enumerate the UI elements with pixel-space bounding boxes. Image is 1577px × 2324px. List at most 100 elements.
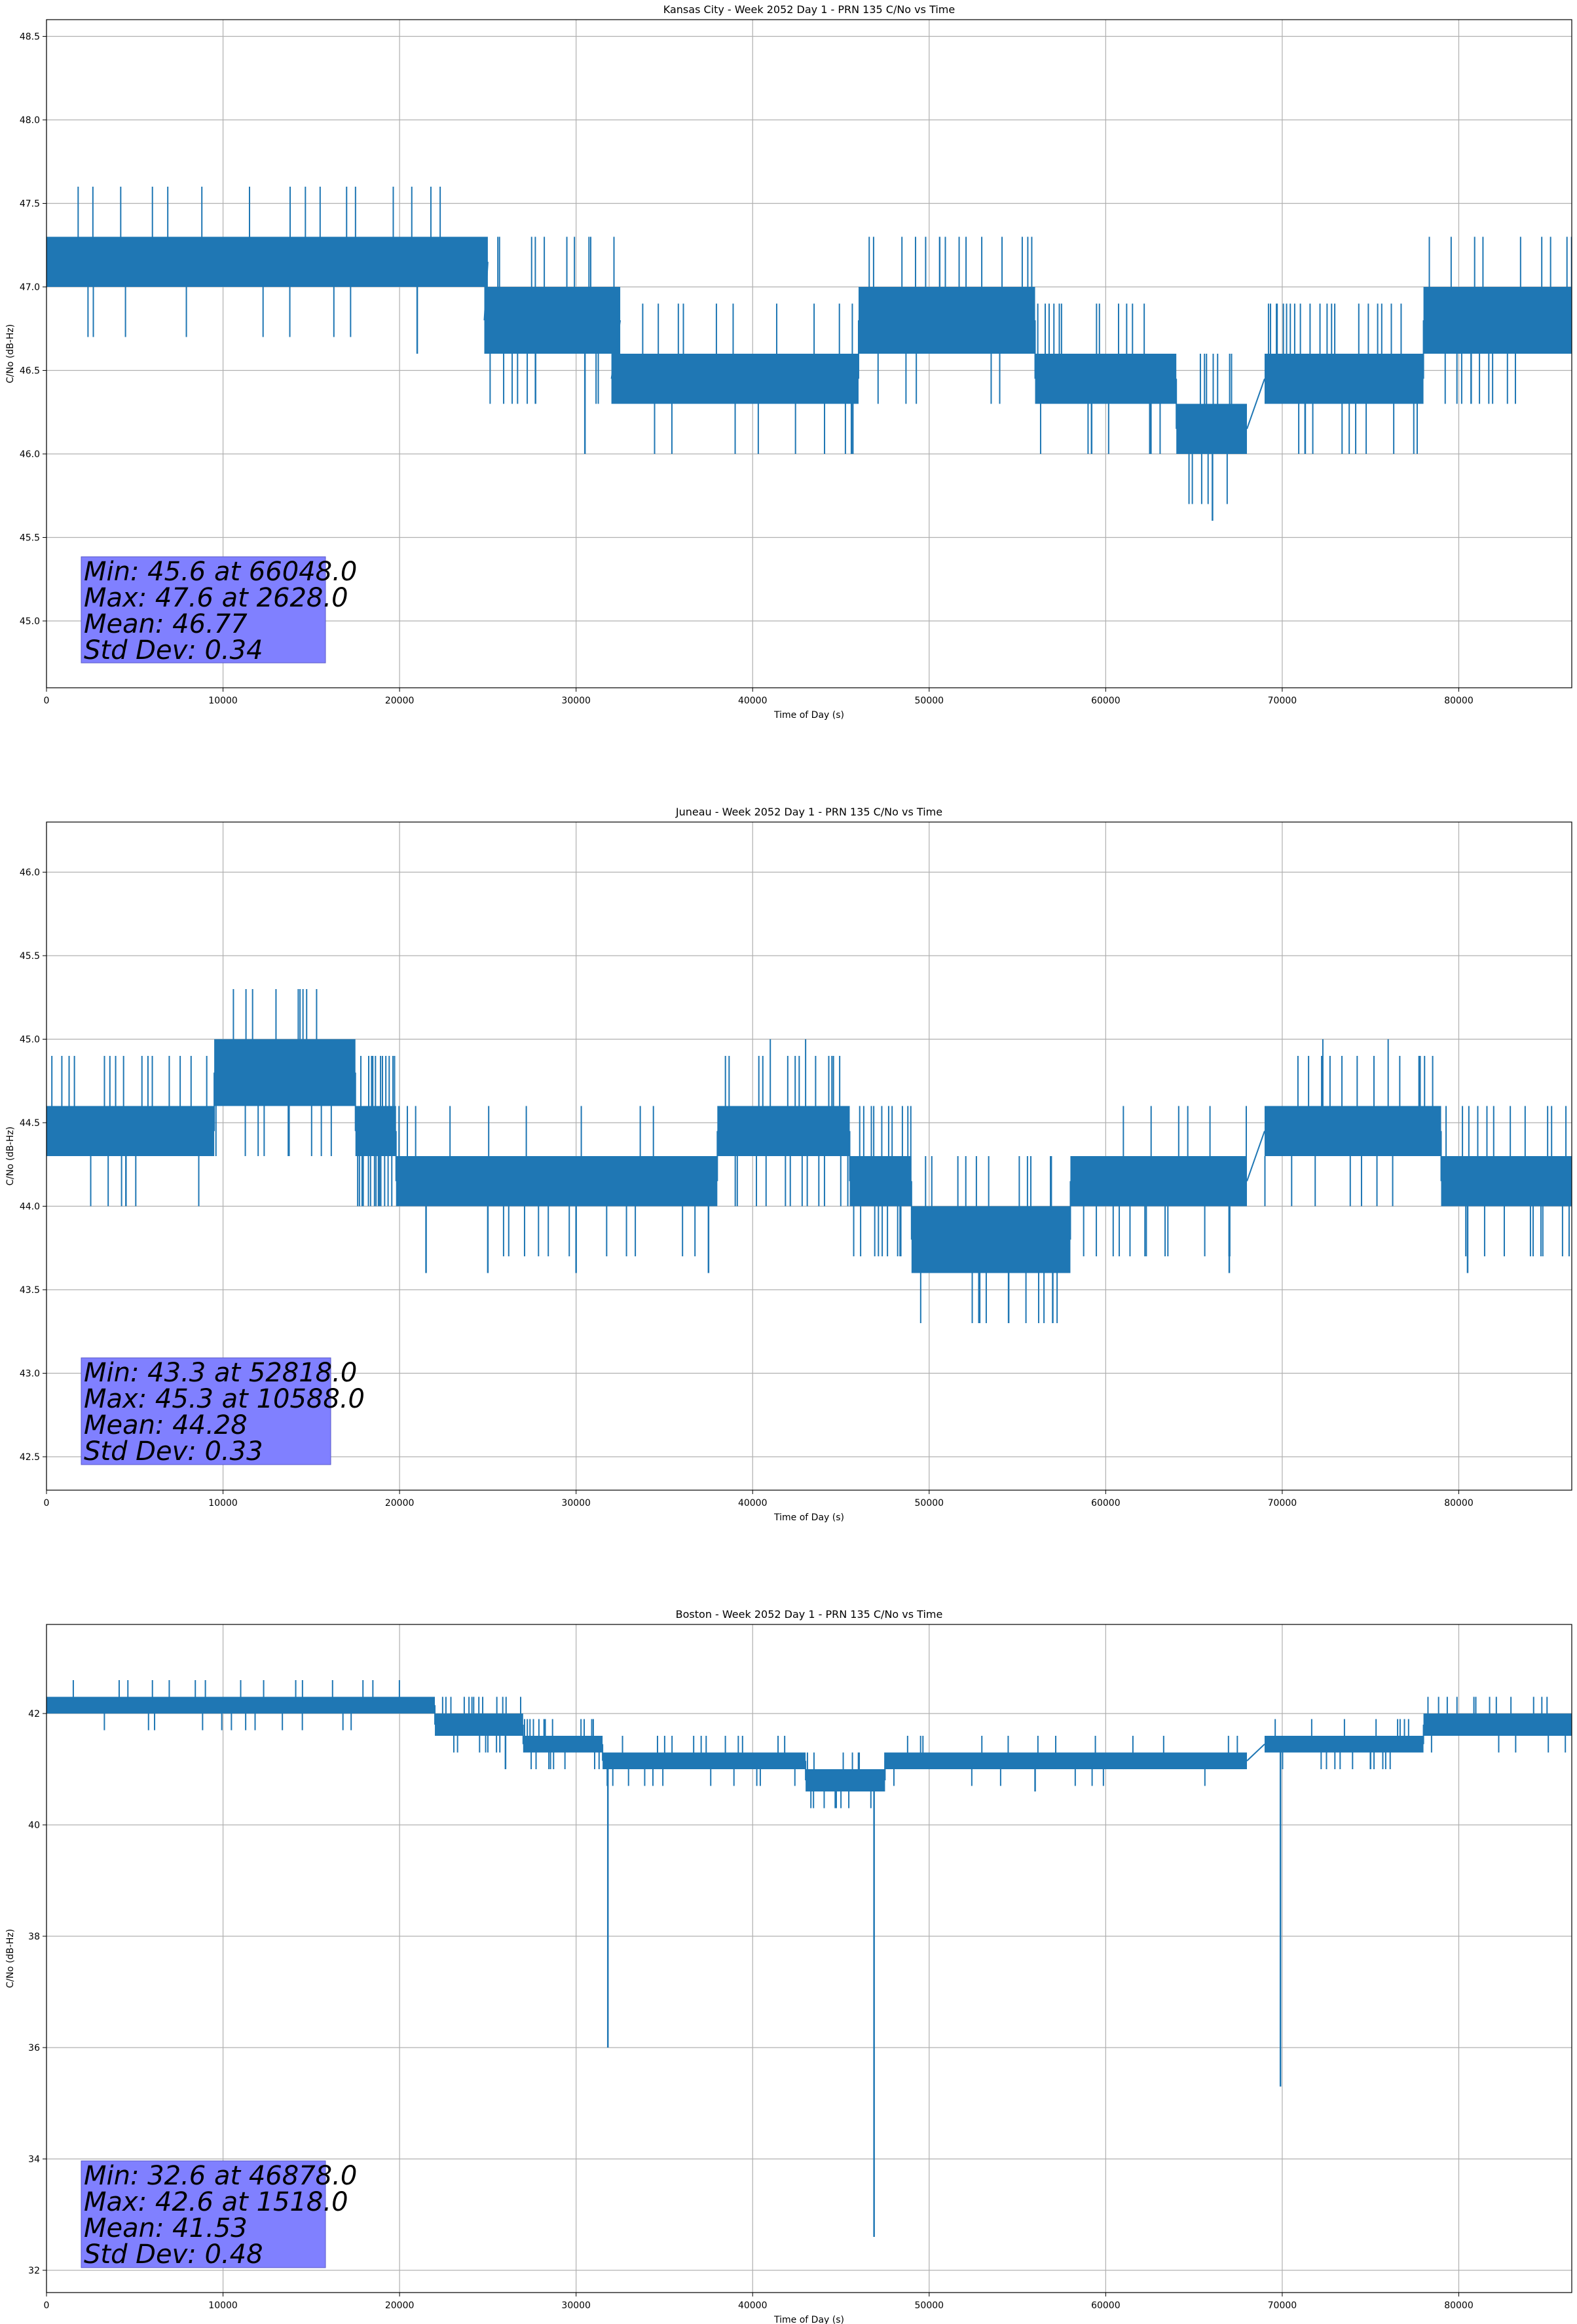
chart-panel: Kansas City - Week 2052 Day 1 - PRN 135 … <box>5 3 1572 721</box>
stats-line: Max: 45.3 at 10588.0 <box>84 1384 365 1414</box>
x-tick-label: 30000 <box>561 696 591 706</box>
y-tick-label: 44.0 <box>20 1202 40 1212</box>
x-tick-label: 80000 <box>1444 696 1474 706</box>
stats-line: Max: 47.6 at 2628.0 <box>84 583 348 613</box>
stats-box <box>81 2160 326 2268</box>
plot-frame <box>46 821 1572 1491</box>
series-band <box>911 1206 1071 1273</box>
x-tick-label: 60000 <box>1091 2300 1121 2311</box>
chart-title: Kansas City - Week 2052 Day 1 - PRN 135 … <box>663 3 955 16</box>
y-tick-label: 45.0 <box>20 1035 40 1045</box>
series-band <box>806 1769 885 1791</box>
x-tick-label: 70000 <box>1268 696 1297 706</box>
x-tick-label: 30000 <box>561 1498 591 1509</box>
y-axis-label: C/No (dB-Hz) <box>5 1127 16 1186</box>
stats-line: Mean: 46.77 <box>84 609 248 639</box>
series-band <box>1264 1106 1441 1156</box>
series-band <box>1035 354 1177 404</box>
y-tick-label: 36 <box>28 2043 40 2053</box>
stats-box <box>81 1357 331 1465</box>
series-band <box>858 287 1035 354</box>
series-connector <box>1246 1744 1265 1761</box>
stats-line: Std Dev: 0.48 <box>84 2240 263 2270</box>
x-tick-label: 0 <box>44 696 50 706</box>
stats-line: Std Dev: 0.34 <box>84 635 263 665</box>
y-tick-label: 40 <box>28 1820 40 1831</box>
y-tick-label: 47.5 <box>20 199 40 210</box>
stats-line: Std Dev: 0.33 <box>84 1436 263 1467</box>
stats-line: Min: 45.6 at 66048.0 <box>84 557 357 587</box>
x-tick-label: 70000 <box>1268 2300 1297 2311</box>
chart-title: Juneau - Week 2052 Day 1 - PRN 135 C/No … <box>675 806 942 818</box>
x-axis-label: Time of Day (s) <box>773 710 844 721</box>
series-band <box>435 1714 523 1736</box>
x-tick-label: 40000 <box>738 1498 768 1509</box>
chart-title: Boston - Week 2052 Day 1 - PRN 135 C/No … <box>676 1608 943 1621</box>
series-band <box>849 1156 912 1207</box>
x-tick-label: 40000 <box>738 696 768 706</box>
series-band <box>523 1736 603 1753</box>
y-tick-label: 47.0 <box>20 282 40 293</box>
y-tick-label: 42.5 <box>20 1452 40 1463</box>
y-tick-label: 43.5 <box>20 1285 40 1296</box>
y-tick-label: 46.5 <box>20 366 40 377</box>
series-band <box>214 1039 356 1106</box>
x-tick-label: 50000 <box>915 1498 944 1509</box>
x-axis-label: Time of Day (s) <box>773 1512 844 1523</box>
series-band <box>885 1752 1248 1769</box>
data-series <box>46 989 1572 1323</box>
y-tick-label: 45.5 <box>20 533 40 544</box>
x-tick-label: 10000 <box>208 1498 238 1509</box>
y-tick-label: 46.0 <box>20 868 40 878</box>
series-band <box>46 1106 215 1156</box>
y-axis-label: C/No (dB-Hz) <box>5 324 16 383</box>
chart-panel: Boston - Week 2052 Day 1 - PRN 135 C/No … <box>5 1608 1572 2324</box>
series-band <box>396 1156 718 1207</box>
stats-line: Min: 32.6 at 46878.0 <box>84 2161 357 2191</box>
y-tick-label: 45.5 <box>20 951 40 962</box>
x-tick-label: 70000 <box>1268 1498 1297 1509</box>
x-tick-label: 30000 <box>561 2300 591 2311</box>
series-connector <box>1246 378 1265 430</box>
x-tick-label: 50000 <box>915 2300 944 2311</box>
x-tick-label: 0 <box>44 2300 50 2311</box>
data-series <box>46 1680 1572 2237</box>
series-band <box>611 354 859 404</box>
plot-frame <box>46 19 1572 688</box>
series-band <box>46 1696 436 1714</box>
stats-line: Max: 42.6 at 1518.0 <box>84 2187 348 2217</box>
series-band <box>717 1106 850 1156</box>
series-connector <box>1246 1131 1265 1182</box>
y-tick-label: 48.0 <box>20 115 40 126</box>
plot-frame <box>46 1624 1572 2293</box>
series-band <box>1423 1714 1572 1736</box>
x-tick-label: 0 <box>44 1498 50 1509</box>
series-band <box>355 1106 396 1156</box>
chart-panel: Juneau - Week 2052 Day 1 - PRN 135 C/No … <box>5 806 1572 1523</box>
y-tick-label: 45.0 <box>20 616 40 627</box>
y-tick-label: 48.5 <box>20 32 40 43</box>
x-tick-label: 50000 <box>915 696 944 706</box>
y-tick-label: 34 <box>28 2154 40 2165</box>
series-band <box>484 287 621 354</box>
series-band <box>1176 403 1248 454</box>
y-axis-label: C/No (dB-Hz) <box>5 1929 16 1988</box>
y-tick-label: 43.0 <box>20 1369 40 1379</box>
series-band <box>1070 1156 1248 1207</box>
x-tick-label: 20000 <box>385 2300 415 2311</box>
x-tick-label: 60000 <box>1091 696 1121 706</box>
stats-line: Mean: 44.28 <box>84 1410 248 1440</box>
data-series <box>46 187 1572 521</box>
x-tick-label: 10000 <box>208 696 238 706</box>
series-band <box>1441 1156 1572 1207</box>
series-band <box>46 236 488 287</box>
stats-box <box>81 556 326 664</box>
x-axis-label: Time of Day (s) <box>773 2315 844 2324</box>
series-band <box>603 1752 806 1769</box>
x-tick-label: 20000 <box>385 696 415 706</box>
y-tick-label: 46.0 <box>20 449 40 460</box>
series-band <box>1264 1736 1424 1753</box>
stats-line: Mean: 41.53 <box>84 2213 248 2243</box>
x-tick-label: 20000 <box>385 1498 415 1509</box>
